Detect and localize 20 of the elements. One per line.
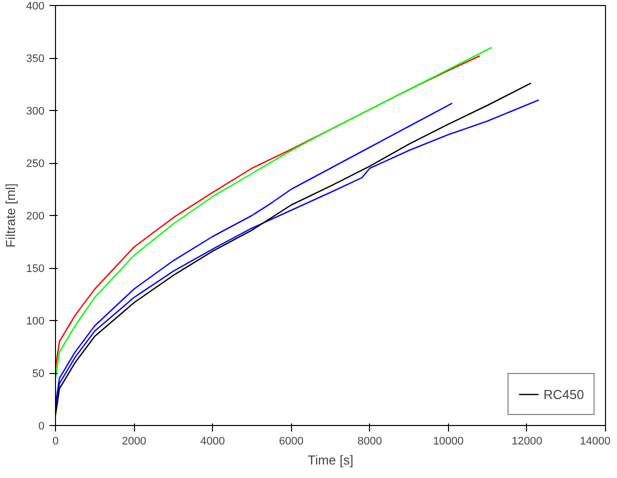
y-tick-label: 400 [26, 0, 45, 12]
y-axis-title: Filtrate [ml] [3, 183, 18, 248]
y-tick-label: 50 [32, 368, 45, 380]
x-tick-label: 2000 [122, 436, 146, 448]
y-tick-label: 300 [26, 106, 45, 118]
y-tick-label: 150 [26, 263, 45, 275]
x-axis-title: Time [s] [308, 452, 354, 468]
x-tick-label: 14000 [580, 436, 611, 448]
legend-label: RC450 [544, 386, 584, 402]
y-tick-label: 200 [26, 210, 45, 222]
x-tick-label: 12000 [512, 436, 542, 448]
y-tick-label: 0 [38, 420, 45, 432]
y-tick-label: 250 [26, 158, 45, 170]
x-tick-label: 4000 [200, 436, 225, 448]
y-tick-label: 100 [26, 316, 45, 328]
y-tick-label: 350 [26, 53, 45, 65]
x-tick-label: 0 [52, 436, 59, 448]
x-tick-label: 10000 [433, 436, 464, 448]
x-tick-label: 8000 [358, 436, 382, 448]
x-tick-label: 6000 [278, 436, 304, 448]
